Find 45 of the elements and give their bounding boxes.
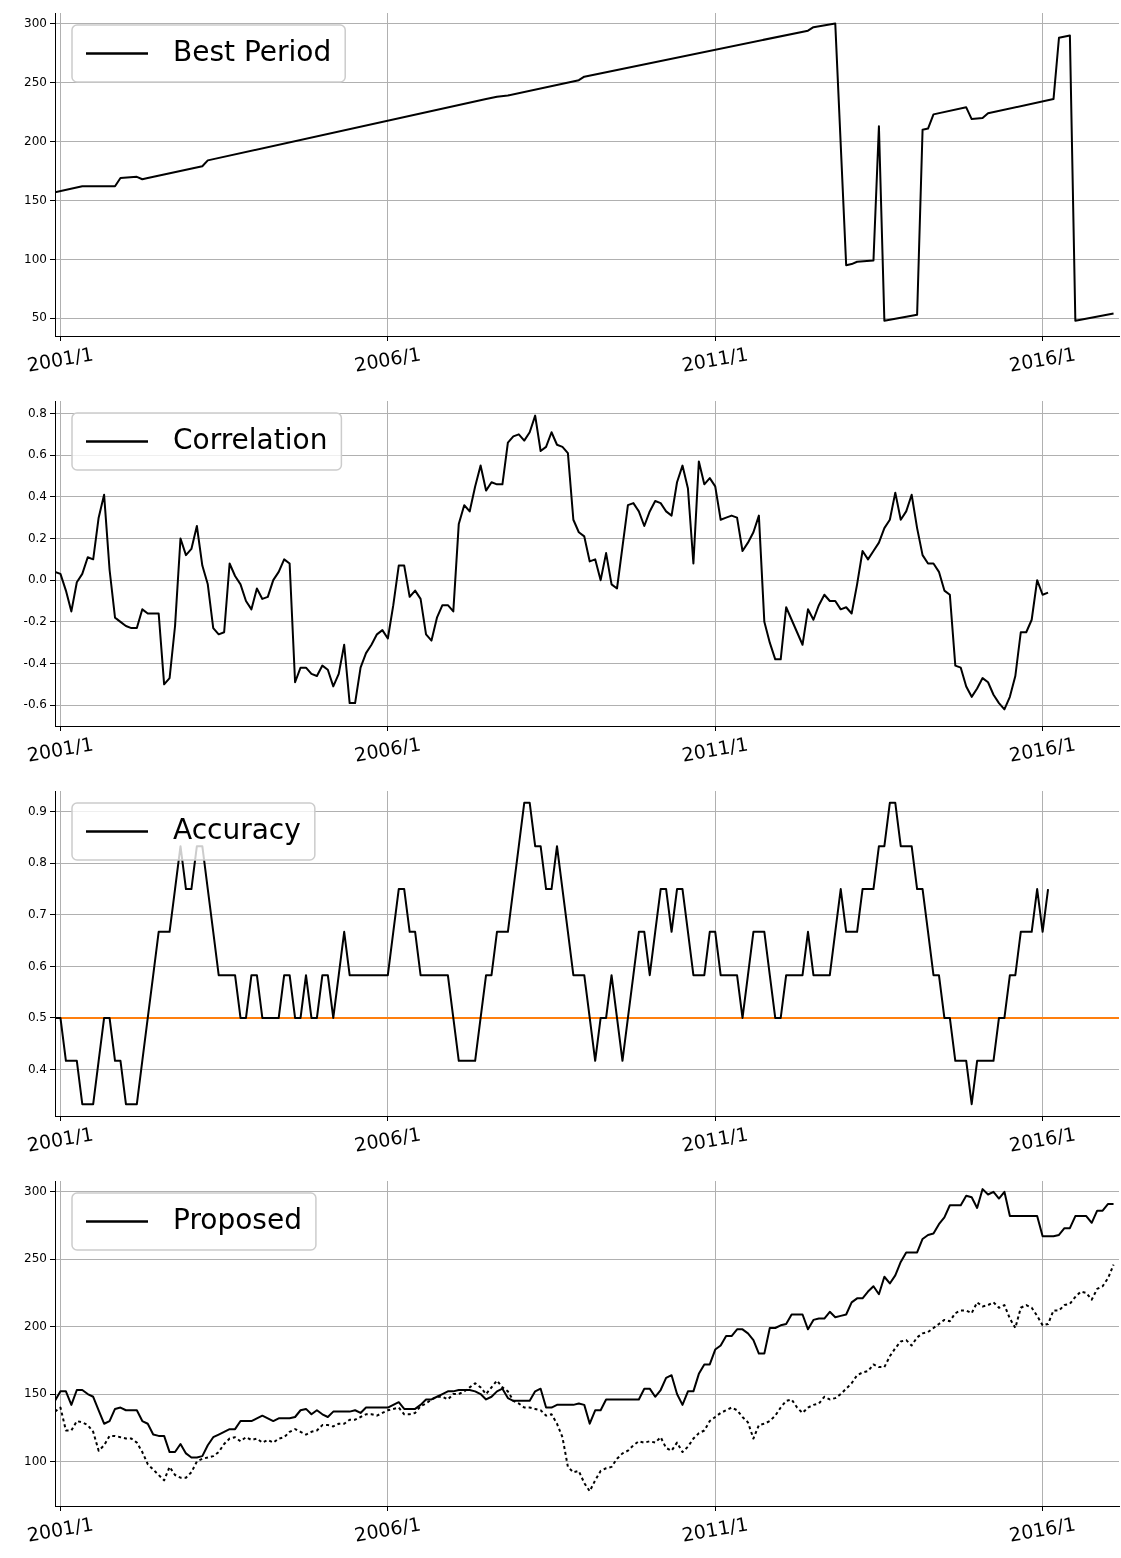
y-tick-label: 150 [24, 1386, 47, 1401]
x-tick-label: 2011/1 [680, 342, 750, 376]
x-tick-label: 2016/1 [1007, 1512, 1078, 1546]
legend-label: Proposed [173, 1202, 302, 1236]
y-tick-label: 250 [24, 1251, 47, 1266]
x-tick-label: 2011/1 [680, 1122, 750, 1156]
x-tick-label: 2011/1 [680, 732, 750, 766]
y-tick-label: 0.4 [27, 488, 47, 503]
y-tick-label: 0.0 [27, 572, 47, 587]
legend-label: Accuracy [173, 812, 301, 846]
y-tick-label: -0.6 [23, 697, 47, 712]
legend-label: Correlation [173, 422, 328, 456]
y-tick-label: 0.6 [27, 447, 47, 462]
y-tick-label: 50 [31, 310, 47, 325]
y-tick-label: 0.9 [27, 803, 47, 818]
y-tick-label: 0.2 [27, 530, 47, 545]
x-tick-label: 2001/1 [25, 1122, 95, 1156]
y-tick-label: -0.2 [23, 613, 47, 628]
x-tick-label: 2006/1 [352, 1122, 423, 1156]
y-tick-label: -0.4 [23, 655, 47, 670]
y-tick-label: 0.8 [27, 855, 47, 870]
legend-label: Best Period [173, 34, 332, 68]
y-tick-label: 300 [24, 1183, 47, 1198]
x-tick-label: 2006/1 [352, 732, 423, 766]
y-tick-label: 0.5 [27, 1010, 47, 1025]
y-tick-label: 0.6 [27, 958, 47, 973]
y-tick-label: 250 [24, 74, 47, 89]
y-tick-label: 150 [24, 192, 47, 207]
x-tick-label: 2006/1 [352, 342, 423, 376]
y-tick-label: 100 [24, 1453, 47, 1468]
x-tick-label: 2016/1 [1007, 1122, 1078, 1156]
y-tick-label: 0.7 [27, 906, 47, 921]
y-tick-label: 0.8 [27, 405, 47, 420]
y-tick-label: 300 [24, 15, 47, 30]
x-tick-label: 2016/1 [1007, 342, 1078, 376]
y-tick-label: 0.4 [27, 1061, 47, 1076]
y-tick-label: 200 [24, 133, 47, 148]
y-tick-label: 200 [24, 1318, 47, 1333]
x-tick-label: 2001/1 [25, 1512, 95, 1546]
x-tick-label: 2011/1 [680, 1512, 750, 1546]
y-tick-label: 100 [24, 251, 47, 266]
x-tick-label: 2016/1 [1007, 732, 1078, 766]
x-tick-label: 2006/1 [352, 1512, 423, 1546]
x-tick-label: 2001/1 [25, 732, 95, 766]
x-tick-label: 2001/1 [25, 342, 95, 376]
